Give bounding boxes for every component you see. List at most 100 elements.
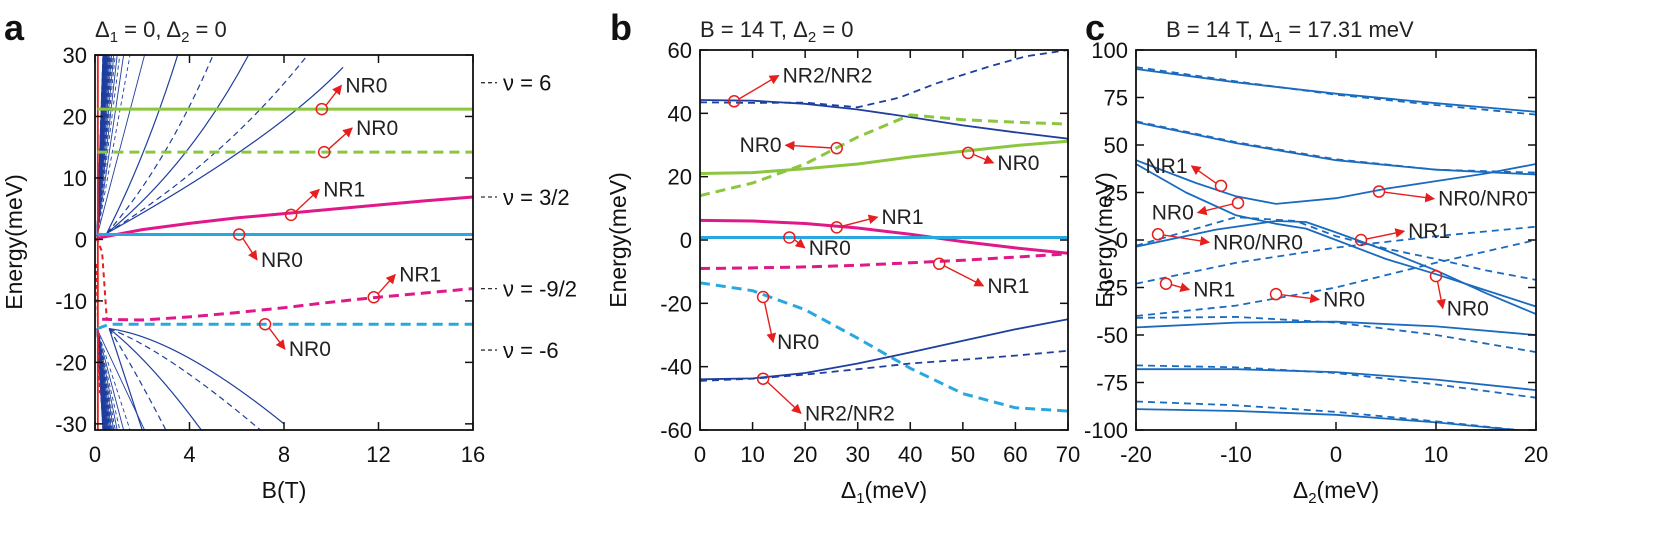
annotation: NR0 [317,117,398,159]
annotation: NR0/NR0 [1372,185,1528,211]
y-tick-label: 40 [668,101,692,126]
x-label-unit: (meV) [1317,477,1380,503]
annotation-label: NR0 [740,134,782,157]
annotation-label: NR1 [987,275,1029,298]
annotation-arrow [295,188,320,212]
filling-label: ν = 6 [503,71,551,96]
annotation-arrow [763,302,777,344]
landau-curve-lower [109,327,285,425]
x-tick-label: 10 [740,442,764,467]
filling-label: ν = 3/2 [503,185,570,210]
series-line [1136,225,1536,285]
landau-curve-lower [108,328,167,430]
y-tick-label: 10 [63,166,87,191]
x-tick-label: 0 [1330,442,1342,467]
annotation: NR2/NR2 [727,65,873,108]
annotation: NR1 [1159,277,1235,302]
series-line [1136,121,1536,176]
annotation-marker [783,231,796,244]
annotation-arrow [328,127,353,150]
y-tick-label: 25 [1104,181,1128,206]
annotation-marker [1269,287,1283,301]
plot-area [700,50,1068,413]
annotation: NR0 [1269,287,1365,311]
annotation-label: NR1 [1146,155,1188,178]
x-tick-label: -10 [1220,442,1252,467]
annotation-label: NR0 [777,331,819,354]
title-part-d1: Δ [1259,17,1274,42]
landau-line-lower [96,328,125,430]
y-tick-label: 30 [63,43,87,68]
annotation-label: NR0 [1323,288,1365,311]
annotation-label: NR0 [997,152,1039,175]
annotation-label: NR0/NR0 [1438,188,1528,211]
annotation-marker [315,102,329,116]
series-line [700,113,1068,198]
annotation-label: NR1 [882,206,924,229]
annotation: NR1 [932,257,1029,298]
annotation-arrow [1366,228,1406,240]
annotation-label: NR0 [261,249,303,272]
annotation-arrow [1190,165,1217,184]
annotation: NR0 [315,74,387,116]
annotation-label: NR1 [1408,220,1450,243]
x-tick-label: -20 [1120,442,1152,467]
y-tick-label: -10 [55,289,87,314]
annotation-marker [727,95,741,108]
y-tick-label: 75 [1104,86,1128,111]
x-tick-label: 4 [183,442,195,467]
annotation-marker [1214,179,1228,193]
annotation: NR0 [1152,196,1245,225]
annotation-label: NR1 [323,179,365,202]
annotation-marker [756,290,770,304]
annotation: NR0 [1429,269,1489,320]
annotation: NR0 [740,134,843,157]
series-line [1136,320,1536,336]
title-part-s2: 2 [808,29,816,46]
annotation-arrow [944,265,985,287]
x-tick-label: 30 [845,442,869,467]
annotation-marker [258,318,272,331]
y-tick-label: -50 [1096,323,1128,348]
annotation: NR1 [367,264,441,304]
series-line [1136,400,1527,430]
filling-label: ν = -9/2 [503,277,577,302]
annotation-arrow [973,154,995,164]
annotation-arrow [784,140,831,151]
y-tick-label: -30 [55,412,87,437]
y-axis-label: Energy(meV) [605,172,631,307]
landau-curve-lower [108,328,143,430]
y-tick-label: 20 [668,165,692,190]
series-line [700,99,1068,140]
landau-curve-upper [106,55,250,234]
title-part-t0: B = 14 T, [1166,17,1259,42]
y-tick-label: 0 [75,227,87,252]
annotation-label: NR0 [289,338,331,361]
annotation-label: NR2/NR2 [783,65,873,88]
annotation-label: NR0 [809,237,851,260]
x-label-unit: (meV) [865,477,928,503]
x-tick-label: 10 [1424,442,1448,467]
annotation-marker [961,146,975,160]
y-tick-label: 20 [63,104,87,129]
title-part-s2: 2 [181,29,189,46]
plot-area [95,55,473,430]
plot-area [1136,66,1536,430]
series-line [700,349,1068,382]
series-line [1136,364,1536,399]
y-axis-label: Energy(meV) [1,174,27,309]
panel-letter: b [610,7,632,48]
annotation-arrow [842,214,879,227]
x-tick-label: 70 [1056,442,1080,467]
x-axis-label: B(T) [262,477,307,503]
landau-curve-lower [108,328,261,430]
series-line [1136,316,1536,353]
annotation: NR1 [284,179,365,222]
annotation-arrow [242,238,258,261]
annotation-marker [1372,185,1386,198]
y-tick-label: -20 [660,291,692,316]
annotation-label: NR0 [356,117,398,140]
series-line [1136,220,1536,315]
x-axis-label: Δ1(meV) [841,477,927,507]
